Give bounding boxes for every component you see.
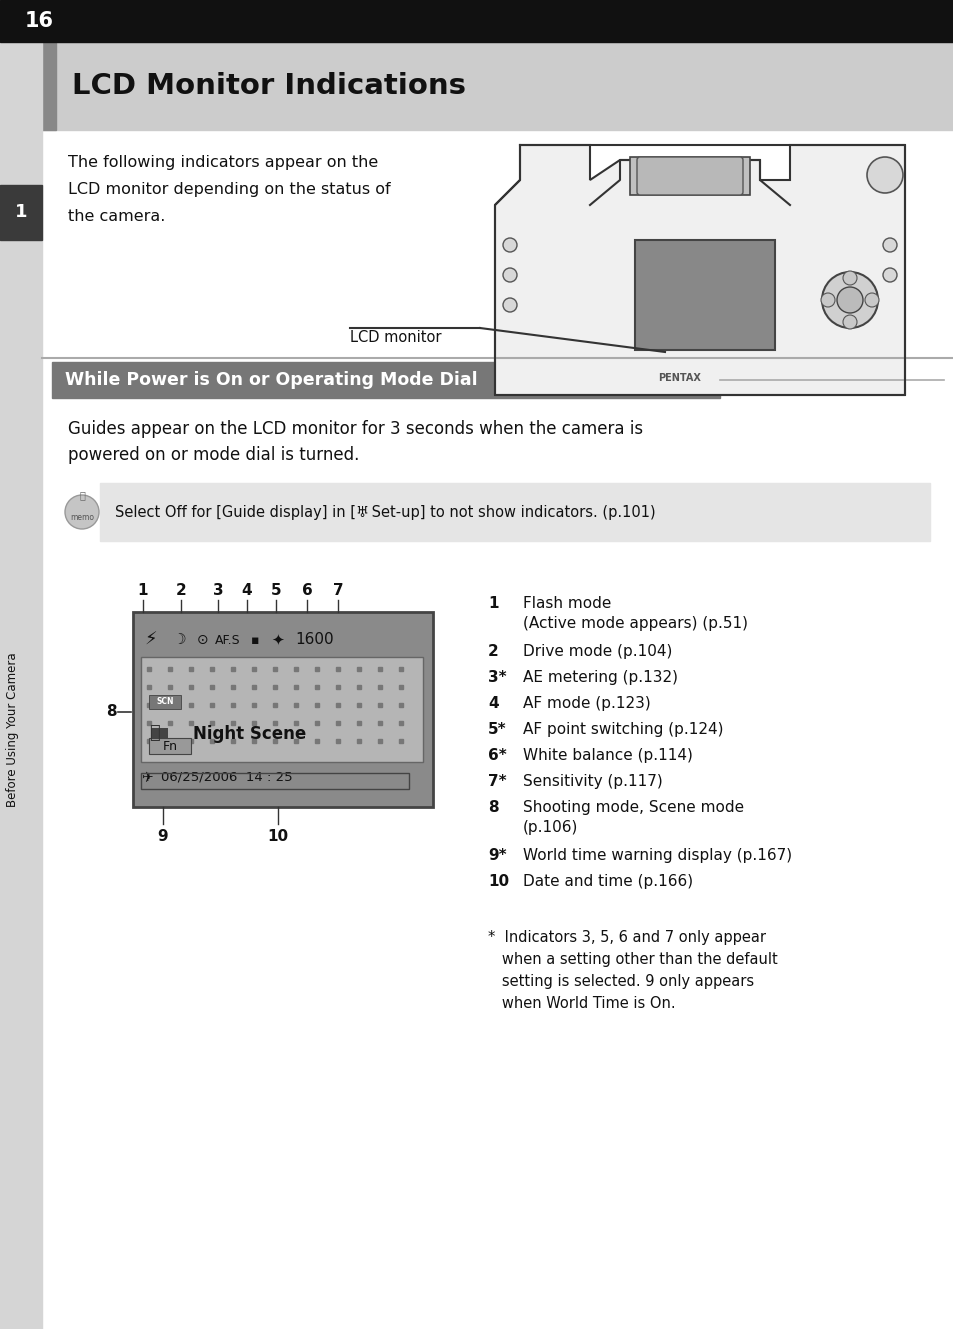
Text: Night Scene: Night Scene — [193, 726, 306, 743]
Bar — [132, 611, 433, 807]
Circle shape — [502, 298, 517, 312]
Text: 7: 7 — [333, 583, 343, 598]
Text: 3: 3 — [213, 583, 223, 598]
Circle shape — [842, 271, 856, 284]
Text: 4: 4 — [241, 583, 252, 598]
Circle shape — [864, 292, 878, 307]
Text: Guides appear on the LCD monitor for 3 seconds when the camera is: Guides appear on the LCD monitor for 3 s… — [68, 420, 642, 439]
Text: 6*: 6* — [488, 748, 506, 763]
Text: 1600: 1600 — [294, 633, 334, 647]
Text: powered on or mode dial is turned.: powered on or mode dial is turned. — [68, 447, 359, 464]
Text: ▪: ▪ — [251, 634, 259, 646]
Text: 16: 16 — [25, 11, 54, 31]
Text: Drive mode (p.104): Drive mode (p.104) — [522, 645, 672, 659]
Text: Flash mode: Flash mode — [522, 595, 611, 611]
FancyBboxPatch shape — [637, 157, 742, 195]
Text: AF.S: AF.S — [214, 634, 240, 646]
Text: AF mode (p.123): AF mode (p.123) — [522, 696, 650, 711]
Bar — [629, 157, 749, 195]
Text: ⚡: ⚡ — [145, 631, 157, 649]
Text: LCD monitor: LCD monitor — [350, 330, 441, 346]
Text: ☽: ☽ — [172, 633, 187, 647]
Circle shape — [502, 238, 517, 253]
Text: White balance (p.114): White balance (p.114) — [522, 748, 692, 763]
Bar — [141, 773, 409, 789]
Bar — [42, 43, 56, 130]
Text: ■: ■ — [149, 726, 170, 746]
Circle shape — [882, 238, 896, 253]
Text: 2: 2 — [175, 583, 186, 598]
Text: 8: 8 — [107, 704, 117, 719]
Text: 10: 10 — [267, 829, 288, 844]
Text: (p.106): (p.106) — [522, 820, 578, 835]
Bar — [42, 43, 953, 130]
Text: 2: 2 — [488, 645, 498, 659]
Text: 6: 6 — [301, 583, 312, 598]
Circle shape — [502, 268, 517, 282]
Bar — [100, 482, 929, 541]
Bar — [0, 0, 42, 1329]
Text: 5: 5 — [271, 583, 281, 598]
Text: AF point switching (p.124): AF point switching (p.124) — [522, 722, 722, 738]
Text: 1: 1 — [137, 583, 148, 598]
Text: the camera.: the camera. — [68, 209, 165, 225]
Text: LCD Monitor Indications: LCD Monitor Indications — [71, 72, 465, 100]
Polygon shape — [495, 145, 904, 395]
Text: 7*: 7* — [488, 773, 506, 789]
Text: 5*: 5* — [488, 722, 506, 738]
Text: when a setting other than the default: when a setting other than the default — [488, 952, 777, 968]
Circle shape — [821, 272, 877, 328]
Bar — [52, 361, 720, 397]
Text: (Active mode appears) (p.51): (Active mode appears) (p.51) — [522, 617, 747, 631]
Text: AE metering (p.132): AE metering (p.132) — [522, 670, 678, 684]
Text: PENTAX: PENTAX — [658, 373, 700, 383]
Bar — [0, 185, 42, 241]
Circle shape — [65, 494, 99, 529]
Text: 06/25/2006  14 : 25: 06/25/2006 14 : 25 — [161, 771, 293, 784]
Bar — [149, 695, 181, 708]
Text: ⊙: ⊙ — [196, 633, 209, 647]
Circle shape — [866, 157, 902, 193]
Text: 9*: 9* — [488, 848, 506, 863]
Text: ✈: ✈ — [141, 769, 152, 784]
Text: 9: 9 — [157, 829, 168, 844]
Text: 4: 4 — [488, 696, 498, 711]
Circle shape — [882, 268, 896, 282]
Bar — [0, 0, 953, 43]
Circle shape — [836, 287, 862, 314]
Text: 10: 10 — [488, 874, 509, 889]
Text: Select Off for [Guide display] in [♅ Set-up] to not show indicators. (p.101): Select Off for [Guide display] in [♅ Set… — [115, 505, 655, 520]
Text: *  Indicators 3, 5, 6 and 7 only appear: * Indicators 3, 5, 6 and 7 only appear — [488, 930, 765, 945]
Bar — [141, 657, 422, 762]
Text: ✦: ✦ — [271, 633, 283, 647]
Text: Shooting mode, Scene mode: Shooting mode, Scene mode — [522, 800, 743, 815]
Text: While Power is On or Operating Mode Dial: While Power is On or Operating Mode Dial — [65, 371, 477, 389]
Text: 8: 8 — [488, 800, 498, 815]
Circle shape — [842, 315, 856, 330]
Text: 1: 1 — [488, 595, 498, 611]
Text: Date and time (p.166): Date and time (p.166) — [522, 874, 693, 889]
Text: 🏢: 🏢 — [149, 724, 159, 742]
Text: Sensitivity (p.117): Sensitivity (p.117) — [522, 773, 662, 789]
Text: Fn: Fn — [162, 739, 177, 752]
Bar — [149, 738, 191, 754]
Text: when World Time is On.: when World Time is On. — [488, 995, 675, 1011]
Text: 1: 1 — [14, 203, 28, 221]
Text: LCD monitor depending on the status of: LCD monitor depending on the status of — [68, 182, 390, 197]
Text: The following indicators appear on the: The following indicators appear on the — [68, 155, 377, 170]
Text: memo: memo — [70, 513, 94, 521]
Text: 3*: 3* — [488, 670, 506, 684]
Circle shape — [821, 292, 834, 307]
Text: 〜: 〜 — [79, 490, 85, 500]
Text: SCN: SCN — [156, 698, 173, 707]
Bar — [635, 241, 774, 350]
Text: Before Using Your Camera: Before Using Your Camera — [7, 653, 19, 807]
Text: World time warning display (p.167): World time warning display (p.167) — [522, 848, 791, 863]
Text: setting is selected. 9 only appears: setting is selected. 9 only appears — [488, 974, 753, 989]
